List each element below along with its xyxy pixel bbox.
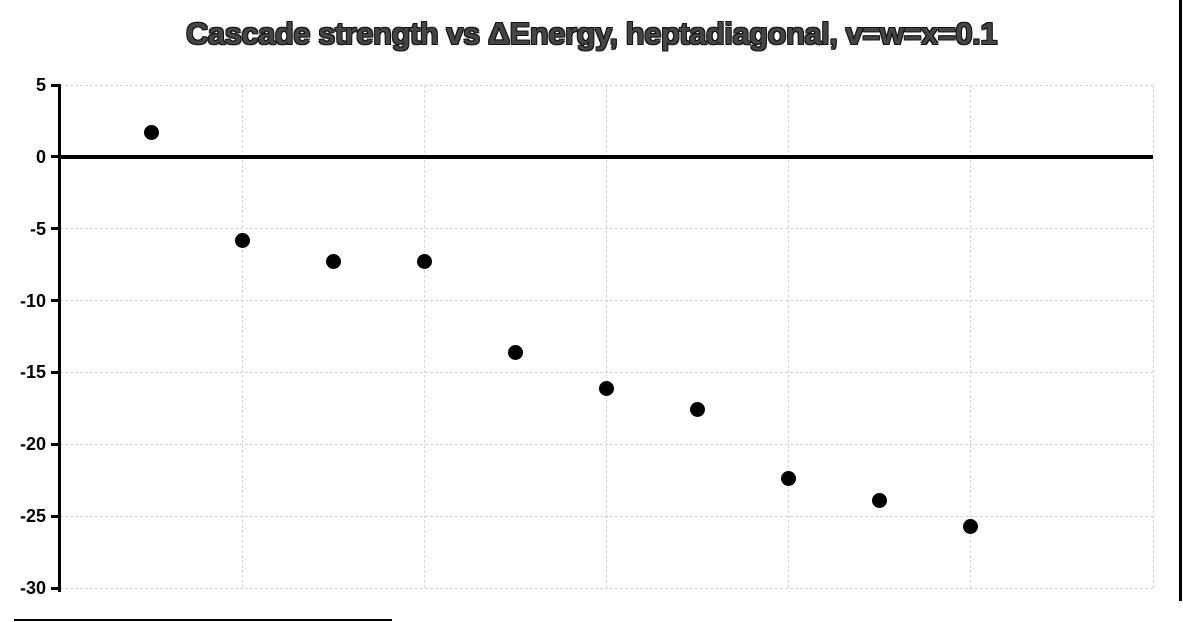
data-point bbox=[325, 254, 341, 270]
y-axis-line bbox=[58, 84, 61, 592]
data-point bbox=[963, 518, 979, 534]
y-gridline bbox=[60, 587, 1153, 589]
y-tick-label: -20 bbox=[19, 434, 46, 455]
window-clip-border-bottom bbox=[14, 619, 392, 621]
y-tick-mark bbox=[51, 370, 59, 374]
x-gridline bbox=[606, 85, 607, 588]
y-tick-mark bbox=[51, 227, 59, 231]
y-tick-mark bbox=[51, 83, 59, 87]
x-gridline bbox=[423, 85, 425, 588]
x-gridline bbox=[970, 85, 972, 588]
data-point bbox=[143, 124, 159, 140]
x-gridline bbox=[241, 85, 243, 588]
y-tick-mark bbox=[51, 586, 59, 590]
y-tick-label: -30 bbox=[19, 578, 46, 598]
data-point bbox=[416, 254, 432, 270]
y-tick-label: -10 bbox=[19, 290, 46, 311]
y-tick-mark bbox=[51, 442, 59, 446]
data-point bbox=[599, 380, 614, 396]
window-clip-border-right bbox=[1179, 0, 1182, 601]
y-tick-label: -25 bbox=[19, 506, 46, 527]
y-tick-label: -5 bbox=[29, 218, 46, 239]
x-gridline bbox=[1152, 85, 1154, 588]
y-tick-mark bbox=[51, 514, 59, 518]
data-point bbox=[872, 492, 888, 508]
y-tick-mark bbox=[51, 299, 59, 303]
chart-title: Cascade strength vs ΔEnergy, heptadiagon… bbox=[186, 16, 998, 51]
y-tick-mark bbox=[51, 155, 59, 159]
x-axis-zero-line bbox=[58, 154, 1153, 159]
x-gridline bbox=[788, 85, 790, 588]
y-tick-label: 5 bbox=[35, 75, 46, 95]
y-tick-label: 0 bbox=[35, 146, 46, 167]
data-point bbox=[234, 232, 250, 248]
data-point bbox=[781, 471, 797, 487]
data-point bbox=[690, 402, 706, 418]
data-point bbox=[507, 344, 523, 360]
y-tick-label: -15 bbox=[19, 362, 46, 383]
